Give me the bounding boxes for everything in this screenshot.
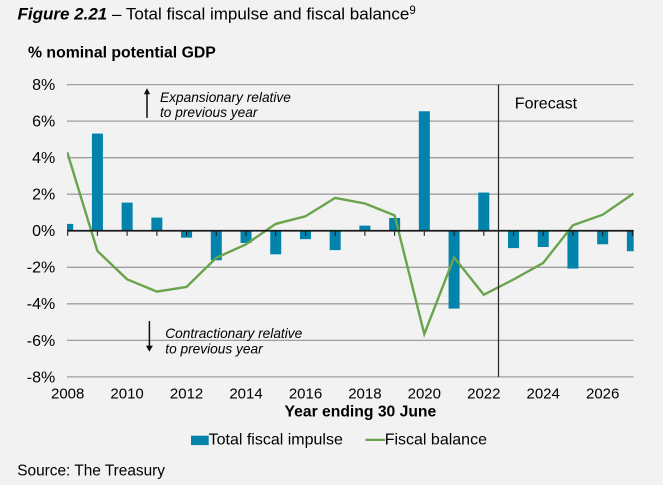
svg-text:-4%: -4%: [27, 296, 55, 313]
svg-text:Year ending 30 June: Year ending 30 June: [285, 404, 437, 421]
svg-text:-6%: -6%: [27, 333, 55, 350]
svg-text:6%: 6%: [32, 114, 55, 131]
svg-text:4%: 4%: [32, 150, 55, 167]
svg-text:2022: 2022: [467, 386, 500, 403]
svg-text:0%: 0%: [32, 223, 55, 240]
svg-text:2024: 2024: [527, 386, 560, 403]
svg-text:Contractionary relative: Contractionary relative: [165, 326, 302, 341]
svg-text:2020: 2020: [408, 386, 441, 403]
svg-text:2014: 2014: [229, 386, 262, 403]
svg-text:Fiscal balance: Fiscal balance: [385, 431, 487, 448]
svg-text:Figure 2.21 – Total fiscal imp: Figure 2.21 – Total fiscal impulse and f…: [18, 5, 416, 24]
svg-text:2008: 2008: [51, 386, 84, 403]
svg-text:Source: The Treasury: Source: The Treasury: [17, 462, 165, 479]
svg-text:2026: 2026: [586, 386, 619, 403]
svg-text:2018: 2018: [348, 386, 381, 403]
svg-text:2016: 2016: [289, 386, 322, 403]
svg-text:Forecast: Forecast: [515, 95, 578, 112]
svg-text:2%: 2%: [32, 187, 55, 204]
svg-text:% nominal potential GDP: % nominal potential GDP: [28, 45, 216, 62]
svg-text:Expansionary relative: Expansionary relative: [160, 90, 291, 105]
svg-text:2012: 2012: [170, 386, 203, 403]
svg-text:to previous year: to previous year: [160, 105, 259, 120]
svg-text:Total fiscal impulse: Total fiscal impulse: [209, 431, 343, 448]
svg-text:8%: 8%: [32, 77, 55, 94]
svg-text:2010: 2010: [110, 386, 143, 403]
svg-text:-2%: -2%: [27, 260, 55, 277]
svg-text:-8%: -8%: [27, 369, 55, 386]
svg-text:to previous year: to previous year: [165, 341, 264, 356]
